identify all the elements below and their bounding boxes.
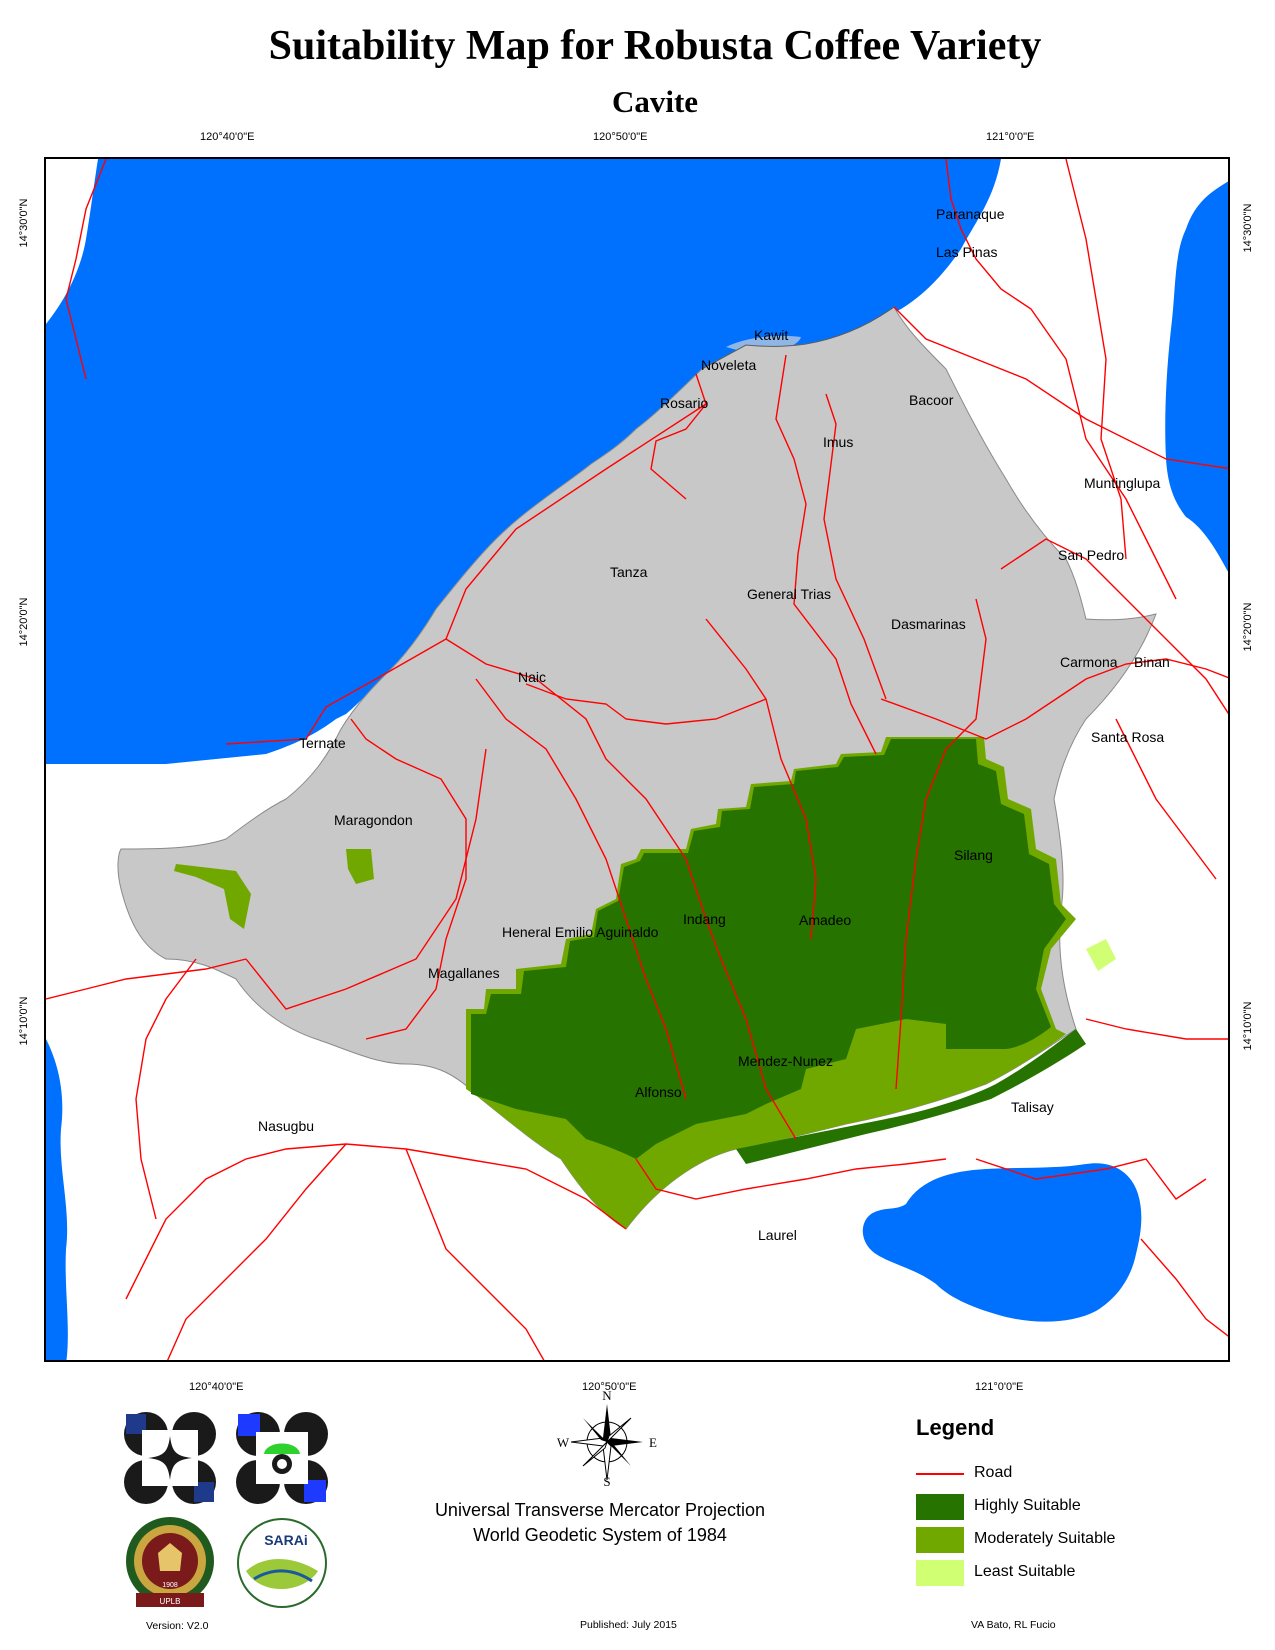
label-imus: Imus xyxy=(823,434,854,450)
da-logo xyxy=(122,1410,218,1511)
label-binan: Binan xyxy=(1134,654,1170,670)
map-svg xyxy=(46,159,1228,1360)
projection-line-1: Universal Transverse Mercator Projection xyxy=(434,1500,766,1520)
label-amadeo: Amadeo xyxy=(799,912,852,928)
label-laurel: Laurel xyxy=(758,1227,797,1243)
label-bacoor: Bacoor xyxy=(909,392,954,408)
compass-s: S xyxy=(603,1474,610,1488)
label-carmona: Carmona xyxy=(1060,654,1118,670)
graticule-left-2: 14°20'0"N xyxy=(18,597,30,647)
southern-ridge-strip xyxy=(736,1029,1086,1164)
bar-logo xyxy=(234,1410,330,1511)
graticule-top-1: 120°40'0"E xyxy=(200,131,255,143)
label-ternate: Ternate xyxy=(299,735,346,751)
road-network xyxy=(46,159,1228,1360)
sarai-logo: SARAi xyxy=(234,1515,330,1616)
label-rosario: Rosario xyxy=(660,395,709,411)
laguna-lake-water xyxy=(1165,181,1228,572)
legend-road-swatch xyxy=(916,1473,964,1475)
legend-label: Highly Suitable xyxy=(974,1497,1081,1514)
version-text: Version: V2.0 xyxy=(146,1620,209,1632)
graticule-left-1: 14°30'0"N xyxy=(18,198,30,248)
label-dasmarinas: Dasmarinas xyxy=(891,616,966,632)
legend-label: Moderately Suitable xyxy=(974,1530,1116,1547)
legend-label: Road xyxy=(974,1464,1013,1481)
legend-label: Least Suitable xyxy=(974,1563,1076,1580)
label-las-pinas: Las Pinas xyxy=(936,244,998,260)
map-subtitle: Cavite xyxy=(611,84,699,119)
least-suitable-zone xyxy=(1086,939,1116,971)
authors-text: VA Bato, RL Fucio xyxy=(971,1619,1056,1631)
legend-highly-swatch xyxy=(916,1494,964,1520)
label-alfonso: Alfonso xyxy=(635,1084,682,1100)
map-title: Suitability Map for Robusta Coffee Varie… xyxy=(268,23,1042,69)
label-san-pedro: San Pedro xyxy=(1058,547,1125,563)
compass-rose-icon: N S W E xyxy=(557,1388,657,1489)
label-general-trias: General Trias xyxy=(747,586,832,602)
label-tanza: Tanza xyxy=(610,564,648,580)
projection-line-2: World Geodetic System of 1984 xyxy=(473,1525,727,1545)
label-gen-aguinaldo: Heneral Emilio Aguinaldo xyxy=(502,924,659,940)
label-silang: Silang xyxy=(954,847,993,863)
graticule-bottom-3: 121°0'0"E xyxy=(975,1381,1024,1393)
graticule-top-2: 120°50'0"E xyxy=(593,131,648,143)
north-arrow: N S W E xyxy=(553,1388,661,1493)
uplb-seal: UPLB 1908 xyxy=(122,1515,218,1616)
manila-bay-water xyxy=(46,159,1001,764)
map-canvas[interactable]: Paranaque Las Pinas Kawit Noveleta Rosar… xyxy=(44,157,1230,1362)
graticule-bottom-2: 120°50'0"E xyxy=(582,1381,637,1393)
ternate-patch xyxy=(174,864,251,929)
cavite-boundary xyxy=(701,306,895,370)
label-maragondon: Maragondon xyxy=(334,812,413,828)
sarai-logo-text: SARAi xyxy=(264,1532,308,1548)
label-paranaque: Paranaque xyxy=(936,206,1005,222)
uplb-seal-icon: UPLB 1908 xyxy=(126,1517,214,1607)
graticule-right-2: 14°20'0"N xyxy=(1242,602,1254,652)
graticule-right-3: 14°10'0"N xyxy=(1242,1001,1254,1051)
label-muntinglupa: Muntinglupa xyxy=(1084,475,1161,491)
label-magallanes: Magallanes xyxy=(428,965,500,981)
da-logo-icon xyxy=(122,1410,218,1506)
legend-least-swatch xyxy=(916,1560,964,1586)
label-noveleta: Noveleta xyxy=(701,357,757,373)
graticule-top-3: 121°0'0"E xyxy=(986,131,1035,143)
compass-w: W xyxy=(557,1435,570,1450)
graticule-left-3: 14°10'0"N xyxy=(18,996,30,1046)
label-talisay: Talisay xyxy=(1011,1099,1054,1115)
published-text: Published: July 2015 xyxy=(580,1619,677,1631)
label-nasugbu: Nasugbu xyxy=(258,1118,315,1134)
legend-moderately-swatch xyxy=(916,1527,964,1553)
label-mendez-nunez: Mendez-Nunez xyxy=(738,1053,833,1069)
label-naic: Naic xyxy=(518,669,547,685)
taal-lake-water xyxy=(862,1163,1142,1322)
maragondon-patch xyxy=(346,849,374,884)
highly-suitable-zone xyxy=(471,739,1066,1159)
compass-n: N xyxy=(602,1388,612,1403)
graticule-bottom-1: 120°40'0"E xyxy=(189,1381,244,1393)
label-santa-rosa: Santa Rosa xyxy=(1091,729,1165,745)
west-sea-water xyxy=(46,1039,68,1360)
uplb-seal-text: UPLB xyxy=(160,1597,181,1606)
label-indang: Indang xyxy=(683,911,726,927)
bar-logo-icon xyxy=(234,1410,330,1506)
label-kawit: Kawit xyxy=(754,327,789,343)
compass-e: E xyxy=(649,1435,657,1450)
sarai-logo-icon: SARAi xyxy=(237,1518,327,1608)
graticule-right-1: 14°30'0"N xyxy=(1242,203,1254,253)
legend-title: Legend xyxy=(916,1415,995,1440)
uplb-seal-year: 1908 xyxy=(162,1582,178,1589)
